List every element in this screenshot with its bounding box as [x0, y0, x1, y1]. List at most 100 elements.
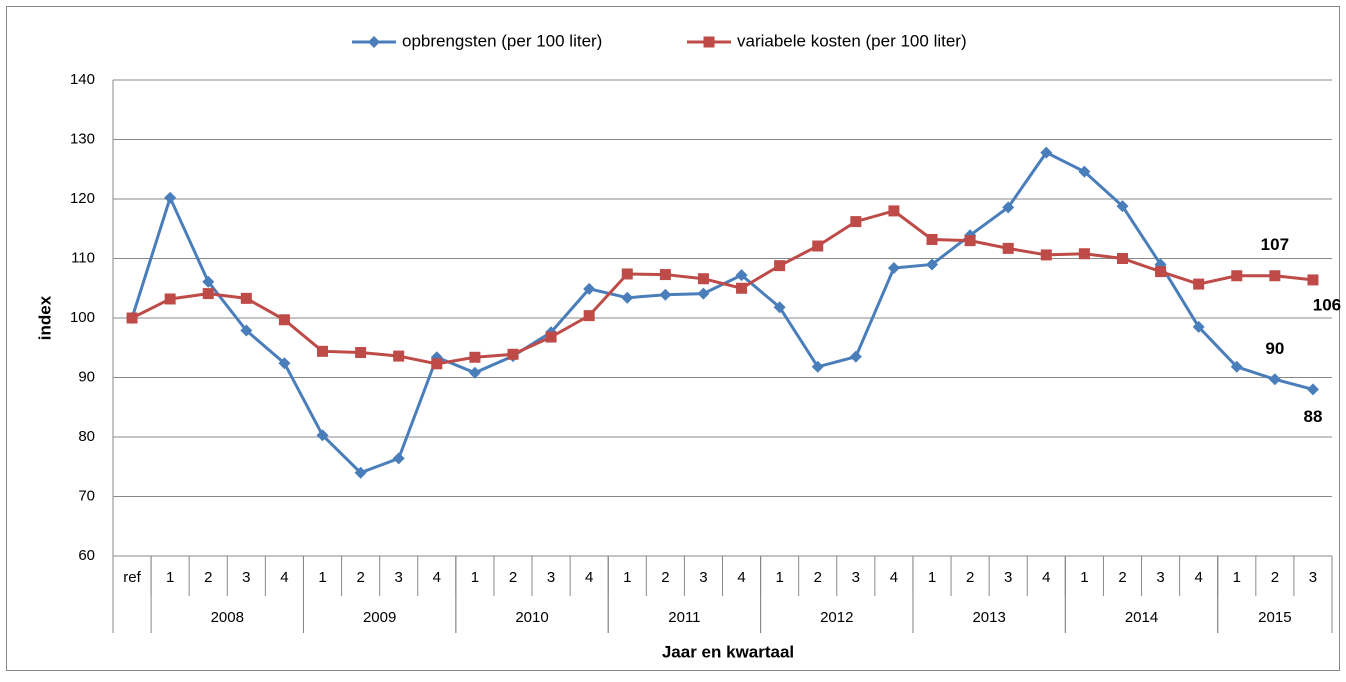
group-label: 2015 — [1258, 609, 1291, 626]
x-tick-label: 3 — [1309, 569, 1317, 586]
x-tick-label: 4 — [737, 569, 745, 586]
point — [1268, 373, 1281, 386]
point — [1230, 360, 1243, 373]
point — [507, 348, 519, 360]
point — [545, 331, 557, 343]
point — [240, 292, 252, 304]
point — [697, 287, 710, 300]
point — [887, 262, 900, 275]
point — [1155, 266, 1167, 278]
point — [126, 312, 138, 324]
y-tick-label: 60 — [78, 547, 95, 564]
x-tick-label: 2 — [356, 569, 364, 586]
x-tick-label: 2 — [966, 569, 974, 586]
point — [964, 235, 976, 247]
point — [1231, 270, 1243, 282]
point — [431, 358, 443, 370]
y-tick-label: 120 — [70, 190, 95, 207]
x-tick-label: 1 — [775, 569, 783, 586]
point — [202, 275, 215, 288]
point — [621, 291, 634, 304]
y-axis-title: index — [35, 295, 54, 340]
point — [735, 269, 748, 282]
series-line — [131, 209, 1314, 366]
x-tick-label: 1 — [1080, 569, 1088, 586]
x-tick-label: 3 — [547, 569, 555, 586]
point — [926, 233, 938, 245]
y-tick-label: 90 — [78, 368, 95, 385]
group-label: 2013 — [972, 609, 1005, 626]
point — [355, 347, 367, 359]
x-tick-label: 3 — [395, 569, 403, 586]
point — [1040, 249, 1052, 261]
x-tick-label: 2 — [661, 569, 669, 586]
point — [812, 240, 824, 252]
point — [926, 258, 939, 271]
group-label: 2014 — [1125, 609, 1158, 626]
x-tick-label: 4 — [890, 569, 898, 586]
x-tick-label: 1 — [471, 569, 479, 586]
point — [583, 282, 596, 295]
point — [393, 350, 405, 362]
group-label: 2011 — [668, 609, 700, 626]
x-tick-label: 4 — [280, 569, 288, 586]
point — [583, 310, 595, 322]
y-tick-label: 130 — [70, 130, 95, 147]
data-label: 107 — [1261, 235, 1289, 254]
x-tick-label: 2 — [1271, 569, 1279, 586]
x-tick-label: 2 — [509, 569, 517, 586]
point — [468, 366, 481, 379]
data-label: 90 — [1265, 339, 1284, 358]
point — [469, 351, 481, 363]
point — [850, 216, 862, 228]
y-tick-label: 100 — [70, 309, 95, 326]
point — [240, 324, 253, 337]
point — [1116, 253, 1128, 264]
group-label: 2012 — [820, 609, 853, 626]
x-tick-label: ref — [123, 569, 141, 586]
point — [202, 288, 214, 300]
point — [164, 293, 176, 305]
point — [811, 360, 824, 373]
x-axis-title: Jaar en kwartaal — [662, 642, 794, 661]
x-tick-label: 1 — [1233, 569, 1241, 586]
point — [888, 205, 900, 217]
x-tick-label: 4 — [1195, 569, 1203, 586]
point — [1116, 200, 1129, 213]
x-tick-label: 3 — [242, 569, 250, 586]
point — [1306, 383, 1319, 396]
point — [1002, 201, 1015, 214]
x-tick-label: 1 — [318, 569, 326, 586]
y-tick-label: 140 — [70, 71, 95, 88]
x-tick-label: 1 — [166, 569, 174, 586]
point — [774, 260, 786, 272]
x-tick-label: 3 — [1156, 569, 1164, 586]
point — [278, 314, 290, 326]
point — [697, 273, 709, 285]
y-tick-label: 110 — [71, 249, 95, 266]
x-tick-label: 4 — [433, 569, 441, 586]
x-tick-label: 2 — [1118, 569, 1126, 586]
point — [1269, 270, 1281, 282]
point — [659, 288, 672, 301]
point — [1193, 278, 1205, 290]
point — [1078, 248, 1090, 260]
point — [736, 282, 748, 294]
x-tick-label: 2 — [814, 569, 822, 586]
point — [621, 268, 633, 280]
point — [317, 345, 329, 357]
point — [368, 36, 380, 48]
x-tick-label: 3 — [1004, 569, 1012, 586]
point — [164, 191, 177, 204]
point — [773, 301, 786, 314]
legend-label: variabele kosten (per 100 liter) — [737, 31, 967, 50]
x-tick-label: 4 — [585, 569, 593, 586]
x-tick-label: 1 — [928, 569, 936, 586]
point — [392, 452, 405, 465]
x-tick-label: 3 — [699, 569, 707, 586]
point — [354, 466, 367, 479]
point — [659, 269, 671, 281]
x-tick-label: 1 — [623, 569, 631, 586]
group-label: 2009 — [363, 609, 396, 626]
